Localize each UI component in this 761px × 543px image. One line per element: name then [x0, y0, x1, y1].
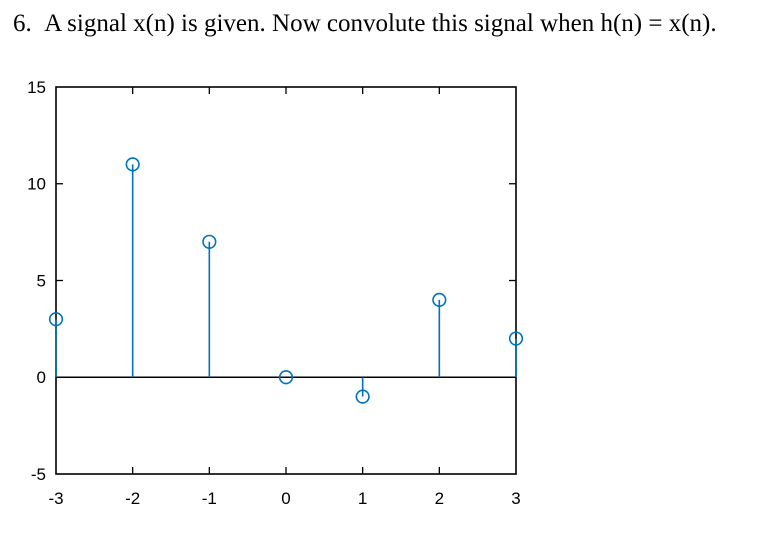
svg-text:5: 5 [37, 272, 46, 291]
svg-text:1: 1 [358, 489, 367, 508]
svg-text:3: 3 [511, 489, 520, 508]
svg-text:-2: -2 [125, 489, 140, 508]
svg-text:2: 2 [435, 489, 444, 508]
svg-text:-3: -3 [48, 489, 63, 508]
svg-text:10: 10 [27, 175, 46, 194]
svg-text:15: 15 [27, 78, 46, 97]
svg-text:0: 0 [37, 368, 46, 387]
svg-text:0: 0 [281, 489, 290, 508]
svg-text:-1: -1 [202, 489, 217, 508]
svg-text:-5: -5 [31, 465, 46, 484]
